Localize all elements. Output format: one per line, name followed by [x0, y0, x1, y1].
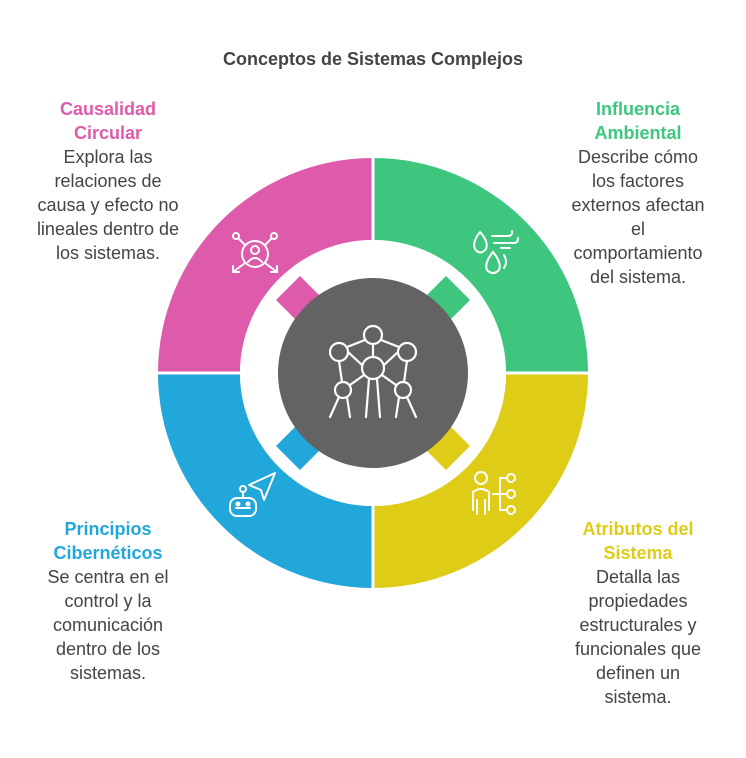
- section-title: Influencia Ambiental: [594, 99, 682, 143]
- quadrant-causalidad: [158, 158, 373, 373]
- quadrant-atributos: [373, 373, 588, 588]
- robot-navigation-icon: [229, 472, 276, 517]
- section-principios: Principios Cibernéticos Se centra en el …: [18, 517, 198, 685]
- people-network-icon: [232, 232, 278, 273]
- section-description: Detalla las propiedades estructurales y …: [574, 567, 702, 707]
- person-connections-icon: [472, 471, 516, 515]
- section-description: Se centra en el control y la comunicació…: [47, 567, 169, 683]
- diagram-title: Conceptos de Sistemas Complejos: [222, 49, 524, 69]
- quadrant-influencia: [373, 158, 588, 373]
- section-atributos: Atributos del Sistema Detalla las propie…: [548, 517, 728, 709]
- section-title: Causalidad Circular: [59, 99, 157, 143]
- section-influencia: Influencia Ambiental Describe cómo los f…: [548, 97, 728, 289]
- center-circle: [278, 278, 468, 468]
- section-title: Principios Cibernéticos: [53, 519, 163, 563]
- atomium-network-icon: [328, 324, 418, 419]
- weather-elements-icon: [473, 230, 519, 274]
- section-description: Describe cómo los factores externos afec…: [571, 147, 705, 287]
- section-causalidad: Causalidad Circular Explora las relacion…: [18, 97, 198, 265]
- section-title: Atributos del Sistema: [582, 519, 694, 563]
- section-description: Explora las relaciones de causa y efecto…: [36, 147, 180, 263]
- quadrant-principios: [158, 373, 373, 588]
